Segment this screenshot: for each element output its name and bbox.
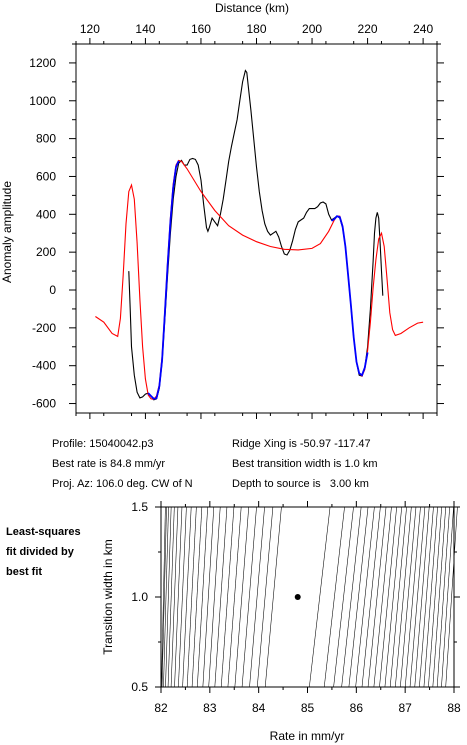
series-line-1 [95,159,424,401]
x-tick-label: 140 [135,22,155,36]
x-tick-label: 220 [358,22,378,36]
contour-line [432,506,446,688]
x-tick-label: 120 [80,22,100,36]
series-group [95,69,424,401]
y-ticks: -600 -400 -200 0 200 400 600 800 1000 1200 [29,43,444,411]
contour-line [161,506,166,688]
x-tick-label: 82 [154,701,168,715]
contour-line [445,506,458,688]
contour-line [174,506,183,688]
x-tick-label: 240 [413,22,433,36]
contour-line [202,506,215,688]
y-tick-label: 600 [36,169,56,183]
x-tick-label: 84 [252,701,266,715]
contour-line [341,506,362,688]
y-tick-label: 1200 [29,56,56,70]
contour-line [436,506,450,688]
contour-line [333,506,354,688]
contour-line [348,506,369,688]
x-tick-label: 88 [447,701,461,715]
contour-line [170,506,179,688]
x-tick-label: 180 [246,22,266,36]
misfit-chart: 82 83 84 85 86 87 88 0.5 1.0 1.5 Rate in mm/yr T… [101,500,461,743]
proj-az-label: Proj. Az: 106.0 deg. CW of N [52,478,193,490]
contour-line [428,506,442,688]
x-ticks: 120 140 160 180 200 220 240 [75,22,438,419]
y-axis-label: Anomaly amplitude [0,181,14,283]
y-tick-label: 0.5 [131,680,148,694]
contour-line [182,506,192,688]
y-tick-label: 1.5 [131,500,148,514]
contour-line [409,506,426,688]
contour-line [256,506,274,688]
contour-line [197,506,208,688]
contour-line [208,506,221,688]
contour-line [373,506,392,688]
y-tick-label: 200 [36,245,56,259]
contour-line [165,506,172,688]
contour-line [384,506,402,688]
misfit-frame [160,506,455,688]
contour-line [249,506,265,688]
x-ticks: 82 83 84 85 86 87 88 [154,501,461,715]
y-axis-label: Transition width in km [101,539,115,655]
contour-line [414,506,430,688]
series-line-2 [147,160,180,400]
depth-label: Depth to source is 3.00 km [232,478,369,490]
contour-line [355,506,375,688]
contour-line [309,506,331,688]
best-fit-point [294,594,301,600]
anomaly-chart: Distance (km) Anomaly amplitude 120 140 16… [0,1,444,419]
contour-line [214,506,228,688]
best-width-label: Best transition width is 1.0 km [232,458,378,470]
y-tick-label: 1.0 [131,590,148,604]
x-tick-label: 86 [350,701,364,715]
y-tick-label: -600 [32,397,56,411]
y-tick-label: 400 [36,207,56,221]
ridge-xing-label: Ridge Xing is -50.97 -117.47 [232,438,371,450]
profile-label: Profile: 15040042.p3 [52,438,154,450]
series-line-3 [330,215,369,377]
x-tick-label: 87 [398,701,412,715]
misfit-note: Least-squares fit divided by best fit [6,526,81,578]
contour-line [178,506,187,688]
contour-line [419,506,434,688]
x-tick-label: 160 [191,22,211,36]
contour-line [361,506,381,688]
x-tick-label: 83 [203,701,217,715]
contour-line [163,506,169,688]
y-ticks: 0.5 1.0 1.5 [131,500,460,694]
contour-line [264,506,282,688]
x-tick-label: 200 [302,22,322,36]
contour-lines [161,506,458,688]
contour-line [404,506,421,688]
y-tick-label: 1000 [29,94,56,108]
contour-line [323,506,345,688]
contour-line [167,506,175,688]
contour-line [234,506,250,688]
best-rate-label: Best rate is 84.8 mm/yr [52,458,166,470]
contour-line [161,506,167,688]
anomaly-frame [75,43,438,414]
y-tick-label: 800 [36,132,56,146]
contour-line [186,506,197,688]
y-tick-label: 0 [49,283,56,297]
contour-line [227,506,242,688]
contour-line [395,506,412,688]
x-axis-label: Rate in mm/yr [270,729,345,743]
contour-line [220,506,235,688]
y-tick-label: -200 [32,321,56,335]
contour-line [191,506,203,688]
x-tick-label: 85 [301,701,315,715]
y-tick-label: -400 [32,359,56,373]
contour-line [389,506,407,688]
contour-line [241,506,257,688]
contour-line [423,506,438,688]
contour-line [379,506,397,688]
x-axis-label: Distance (km) [215,1,289,15]
contour-line [400,506,417,688]
contour-line [441,506,454,688]
contour-line [367,506,387,688]
